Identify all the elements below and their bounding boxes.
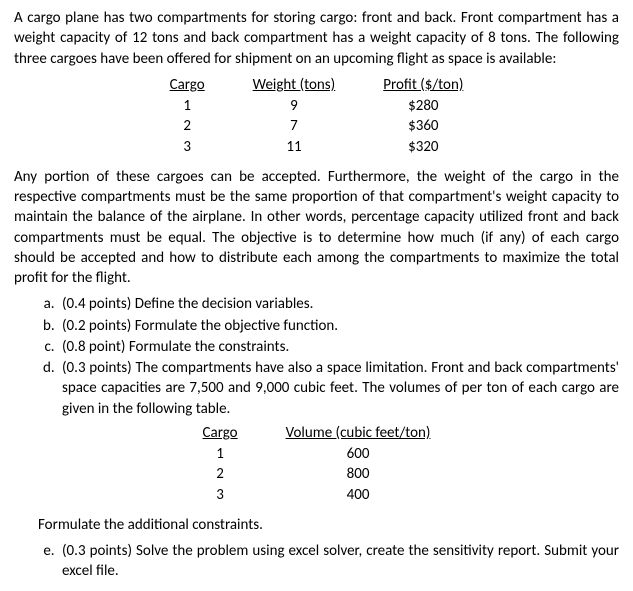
cargo-weight-profit-table: Cargo Weight (tons) Profit ($/ton) 1 9 $… — [146, 75, 488, 157]
intro-paragraph: A cargo plane has two compartments for s… — [14, 8, 619, 69]
table-row: 1 9 $280 — [146, 96, 488, 116]
col-weight: Weight (tons) — [229, 75, 360, 96]
question-list-cont: (0.3 points) Solve the problem using exc… — [14, 541, 619, 582]
question-e: (0.3 points) Solve the problem using exc… — [58, 541, 619, 582]
table-row: 3 11 $320 — [146, 137, 488, 157]
col-cargo: Cargo — [146, 75, 229, 96]
question-b: (0.2 points) Formulate the objective fun… — [58, 316, 619, 336]
question-d: (0.3 points) The compartments have also … — [58, 358, 619, 419]
table-row: 2 800 — [179, 464, 455, 484]
col-cargo2: Cargo — [179, 423, 262, 444]
question-c: (0.8 point) Formulate the constraints. — [58, 337, 619, 357]
sub-instruction: Formulate the additional constraints. — [38, 515, 619, 535]
table-row: 1 600 — [179, 444, 455, 464]
cargo-volume-table: Cargo Volume (cubic feet/ton) 1 600 2 80… — [179, 423, 455, 505]
col-volume: Volume (cubic feet/ton) — [262, 423, 455, 444]
col-profit: Profit ($/ton) — [359, 75, 487, 96]
middle-paragraph: Any portion of these cargoes can be acce… — [14, 167, 619, 289]
table-row: 2 7 $360 — [146, 116, 488, 136]
question-list: (0.4 points) Define the decision variabl… — [14, 294, 619, 419]
question-a: (0.4 points) Define the decision variabl… — [58, 294, 619, 314]
table-row: 3 400 — [179, 485, 455, 505]
